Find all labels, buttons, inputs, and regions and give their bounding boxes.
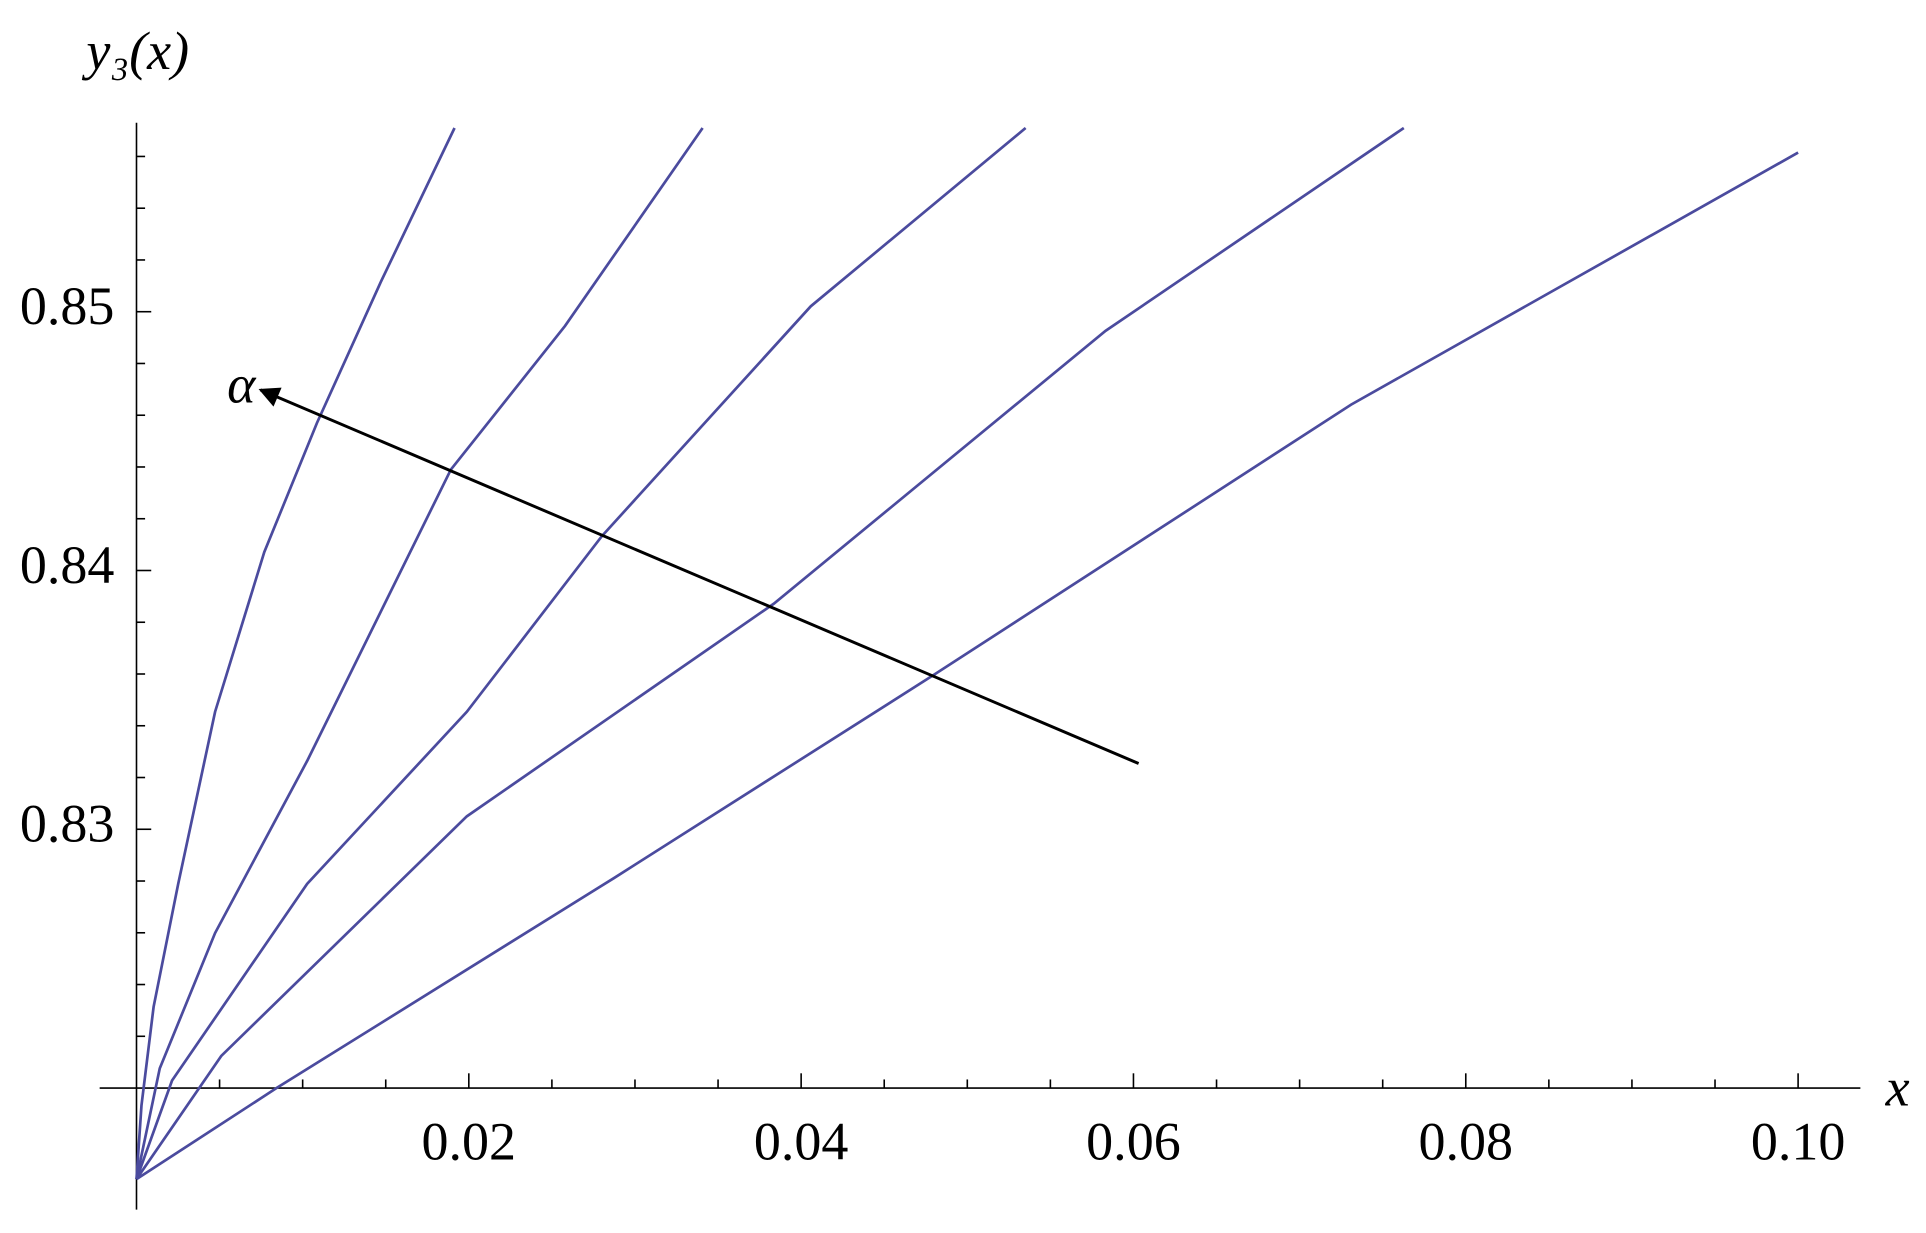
y-tick-label: 0.85 — [20, 276, 115, 336]
x-tick-label: 0.02 — [422, 1111, 517, 1171]
x-tick-label: 0.10 — [1751, 1111, 1846, 1171]
line-series — [135, 126, 1405, 1180]
annotation-arrow — [258, 387, 1140, 765]
y-axis-label: y₃(x) — [81, 21, 189, 81]
line-series — [135, 127, 456, 1180]
y-tick-label: 0.84 — [20, 535, 115, 595]
x-tick-label: 0.04 — [754, 1111, 849, 1171]
y-tick-label: 0.83 — [20, 794, 115, 854]
line-series — [135, 126, 1027, 1180]
x-tick-label: 0.08 — [1419, 1111, 1514, 1171]
x-tick-label: 0.06 — [1086, 1111, 1181, 1171]
line-series — [135, 127, 704, 1180]
line-series — [135, 151, 1799, 1181]
x-axis-label: x — [1885, 1057, 1910, 1117]
annotation-label: α — [227, 354, 257, 414]
